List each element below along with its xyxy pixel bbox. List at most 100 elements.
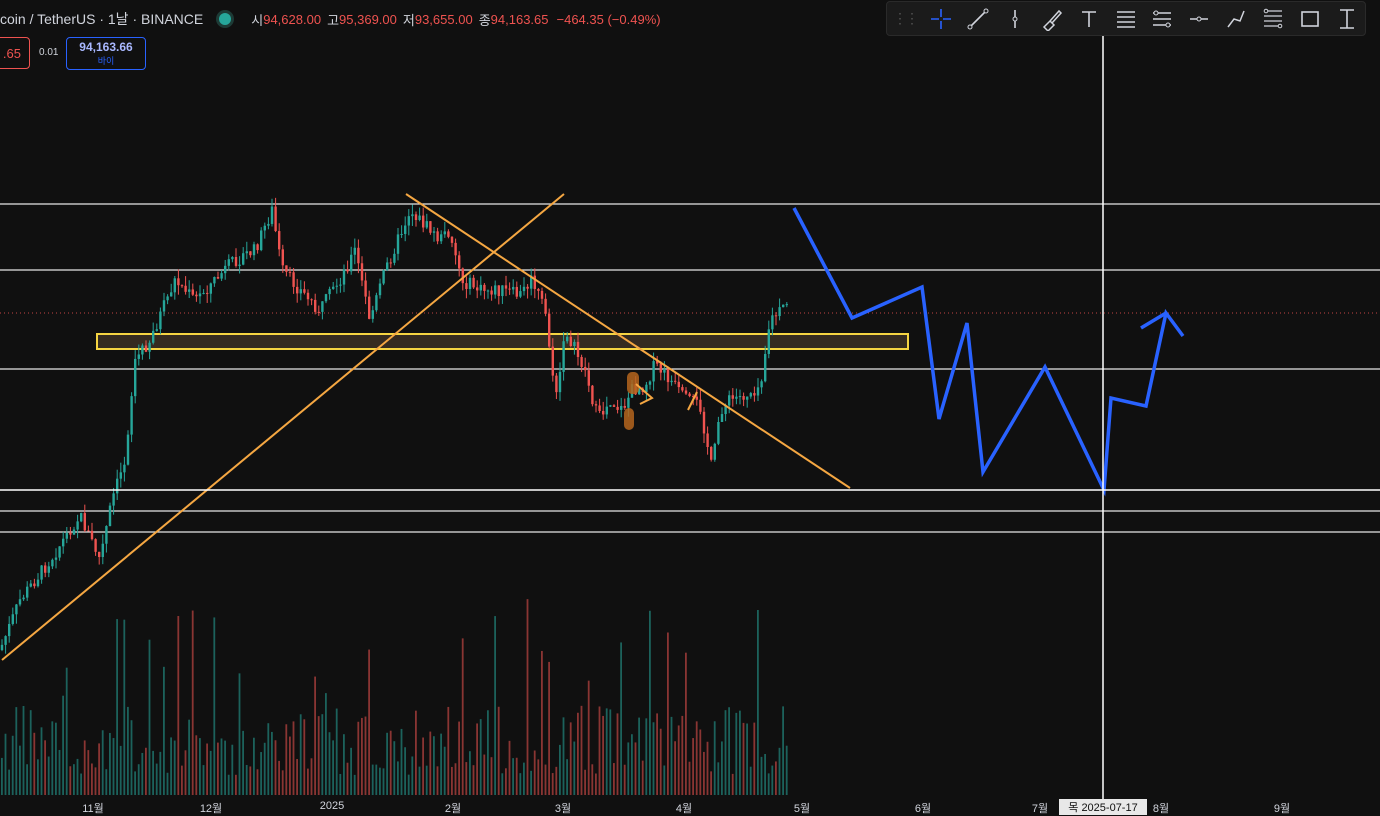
candle-body <box>256 244 259 251</box>
volume-bar <box>119 745 122 795</box>
channel-icon[interactable] <box>1144 4 1181 34</box>
volume-bar <box>191 610 194 795</box>
path-icon[interactable] <box>1218 4 1255 34</box>
volume-bar <box>245 764 248 795</box>
candle-body <box>285 265 288 272</box>
candle-body <box>166 296 169 301</box>
candle-body <box>645 384 648 393</box>
volume-bar <box>641 760 644 795</box>
volume-bar <box>490 757 493 795</box>
volume-bar <box>386 732 388 795</box>
candle-body <box>450 236 454 243</box>
volume-bar <box>404 747 406 795</box>
text-icon[interactable] <box>1070 4 1107 34</box>
volume-bar <box>343 734 345 795</box>
volume-bar <box>29 710 32 795</box>
volume-bar <box>181 765 183 795</box>
candle-body <box>476 287 479 291</box>
buy-button[interactable]: 94,163.66 바이 <box>66 37 146 70</box>
volume-bar <box>76 758 79 795</box>
candle-body <box>764 353 767 382</box>
volume-bar <box>677 725 680 795</box>
candle-body <box>112 493 115 506</box>
candle-body <box>670 380 673 383</box>
candle-body <box>33 583 36 587</box>
drag-handle-icon[interactable]: ⋮⋮ <box>893 10 919 26</box>
volume-bar <box>65 667 68 795</box>
high-value: 95,369.00 <box>339 11 397 27</box>
brush-icon[interactable] <box>1033 4 1070 34</box>
market-status-icon <box>219 13 232 25</box>
volume-bar <box>688 761 691 795</box>
sell-button[interactable]: .65 <box>0 37 30 69</box>
volume-bar <box>69 766 72 795</box>
volume-bar <box>411 756 414 795</box>
candle-body <box>551 346 554 376</box>
candle-body <box>454 242 457 256</box>
volume-bar <box>40 727 43 795</box>
volume-bar <box>775 761 777 795</box>
volume-bar <box>436 766 439 795</box>
annotation-marks <box>624 372 698 430</box>
volume-bar <box>713 721 716 795</box>
candle-body <box>742 396 745 400</box>
candle-body <box>119 472 122 479</box>
measure-icon[interactable] <box>1328 4 1365 34</box>
symbol-title[interactable]: coin / TetherUS · 1날 · BINANCE <box>0 11 204 27</box>
candle-body <box>440 234 443 242</box>
volume-bar <box>184 750 187 795</box>
volume-bar <box>645 718 648 795</box>
volume-bar <box>735 712 738 795</box>
candle-body <box>40 565 43 580</box>
volume-bar <box>382 768 385 795</box>
volume-bar <box>364 716 367 795</box>
fib-retracement-icon[interactable] <box>1107 4 1144 34</box>
vertical-line-icon[interactable] <box>997 4 1034 34</box>
candle-body <box>357 247 360 264</box>
candle-body <box>432 231 436 233</box>
volume-bar <box>195 735 198 795</box>
candle-body <box>245 251 248 254</box>
candle-body <box>692 396 695 398</box>
candle-body <box>274 206 277 232</box>
candle-body <box>728 395 731 406</box>
volume-bar <box>454 763 457 795</box>
volume-bar <box>274 740 277 795</box>
volume-bar <box>314 676 316 795</box>
x-tick-label: 3월 <box>554 803 572 815</box>
candle-body <box>108 505 112 527</box>
candle-body <box>350 254 353 272</box>
volume-bar <box>670 716 673 795</box>
candle-body <box>58 546 61 558</box>
candle-body <box>738 396 742 398</box>
candle-body <box>785 304 788 306</box>
rectangle-icon[interactable] <box>1291 4 1328 34</box>
volume-bar <box>731 773 734 795</box>
symbol-header: coin / TetherUS · 1날 · BINANCE 시 94,628.0… <box>0 6 661 32</box>
crosshair-icon[interactable] <box>923 4 960 34</box>
support-zone <box>96 333 909 350</box>
candle-body <box>544 298 547 314</box>
candle-body <box>429 221 432 233</box>
gann-icon[interactable] <box>1254 4 1291 34</box>
volume-bar <box>303 719 306 795</box>
volume-bar <box>332 740 334 795</box>
horizontal-ray-icon[interactable] <box>1181 4 1218 34</box>
candle-body <box>548 313 551 347</box>
candle-body <box>447 231 450 237</box>
volume-bar <box>393 741 396 795</box>
candle-body <box>188 289 191 292</box>
candle-body <box>436 231 439 242</box>
trend-line-icon[interactable] <box>960 4 997 34</box>
candle-body <box>353 247 356 255</box>
candle-body <box>227 259 230 266</box>
candle-body <box>490 290 493 295</box>
candle-body <box>472 277 475 288</box>
volume-bar <box>519 773 522 795</box>
candle-body <box>724 405 727 415</box>
volume-bar <box>512 758 514 795</box>
volume-bar <box>548 661 550 795</box>
volume-bar <box>199 738 201 795</box>
candle-body <box>29 583 32 587</box>
